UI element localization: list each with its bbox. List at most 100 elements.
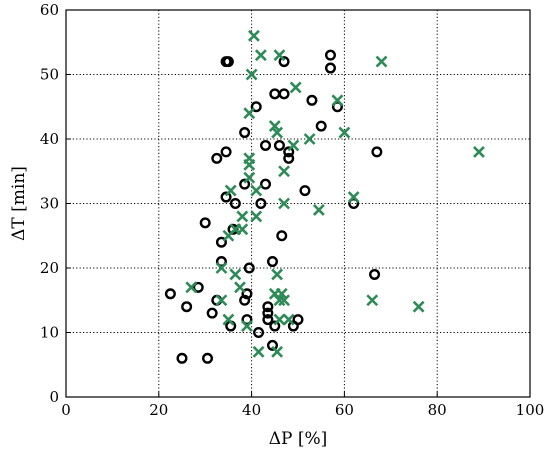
data-point-cross [245, 68, 258, 81]
data-point-circle [222, 56, 234, 68]
data-point-cross [243, 107, 256, 120]
data-point-cross [412, 300, 425, 313]
data-point-cross [271, 268, 284, 281]
data-point-circle [276, 230, 288, 242]
data-point-circle [278, 88, 290, 100]
data-point-circle [273, 139, 285, 151]
data-point-circle [371, 146, 383, 158]
data-point-circle [253, 327, 265, 339]
data-point-circle [239, 127, 251, 139]
data-point-circle [306, 94, 318, 106]
data-point-cross [252, 345, 265, 358]
data-point-cross [287, 139, 300, 152]
data-point-circle [202, 352, 214, 364]
data-point-cross [278, 165, 290, 178]
data-point-cross [243, 171, 256, 184]
data-point-cross [347, 191, 360, 203]
y-tick-label: 30 [40, 195, 59, 213]
grid [66, 10, 530, 397]
data-point-cross [278, 197, 290, 210]
data-point-cross [338, 126, 351, 139]
data-point-circle [260, 178, 272, 190]
x-tick-label: 40 [242, 401, 261, 419]
data-point-cross [241, 320, 253, 332]
data-point-cross [473, 145, 485, 158]
data-point-cross [366, 294, 379, 307]
data-point-cross [375, 55, 388, 68]
data-point-cross [273, 313, 286, 326]
data-point-circle [287, 320, 299, 332]
data-point-cross [215, 294, 228, 307]
data-point-circle [262, 301, 274, 313]
data-point-circle [266, 339, 278, 351]
data-point-circle [215, 236, 227, 248]
data-point-cross [243, 158, 256, 171]
data-point-circle [269, 320, 281, 332]
data-point-cross [215, 262, 228, 274]
data-point-circle [220, 191, 232, 203]
data-point-cross [222, 229, 235, 242]
data-point-cross [278, 294, 290, 307]
data-point-circle [176, 352, 188, 364]
y-tick-label: 50 [40, 66, 59, 84]
y-tick-label: 10 [40, 324, 59, 342]
data-point-cross [236, 210, 249, 223]
data-point-cross [275, 287, 288, 300]
data-point-cross [236, 223, 249, 236]
data-point-cross [250, 184, 263, 197]
x-tick-label: 100 [516, 401, 545, 419]
data-point-circle [241, 314, 253, 326]
x-tick-label: 0 [61, 401, 71, 419]
x-axis-title: ΔP [%] [269, 429, 328, 449]
data-point-circle [283, 152, 295, 164]
data-point-cross [289, 81, 302, 94]
data-point-circle [269, 88, 281, 100]
data-point-cross [303, 133, 316, 145]
data-point-circle [227, 223, 239, 235]
y-axis-title: ΔT [min] [9, 166, 29, 241]
axis-ticks: 0 20 40 60 80 100 0 10 20 30 40 50 60 [40, 1, 544, 419]
data-point-cross [224, 184, 237, 197]
data-point-circle [229, 197, 241, 209]
data-point-cross [331, 94, 344, 107]
data-point-circle [241, 288, 253, 300]
data-point-cross [282, 313, 295, 326]
data-point-circle [220, 146, 232, 158]
data-point-circle [192, 281, 204, 293]
data-point-circle [164, 288, 176, 300]
data-point-cross [234, 281, 246, 294]
data-point-circle [266, 256, 278, 268]
data-point-cross [254, 49, 267, 62]
data-point-circle [278, 56, 290, 68]
data-point-circle [348, 197, 360, 209]
data-point-circle [283, 146, 295, 158]
data-point-circle [262, 314, 274, 326]
y-tick-label: 0 [49, 388, 59, 406]
data-point-cross [250, 210, 263, 223]
data-point-circle [215, 256, 227, 268]
data-point-cross [268, 120, 281, 133]
data-points [164, 29, 485, 364]
y-tick-label: 40 [40, 130, 59, 148]
data-point-circle [315, 120, 327, 132]
series-circle [164, 49, 383, 364]
data-point-cross [271, 126, 284, 139]
data-point-circle [181, 301, 193, 313]
x-tick-label: 60 [335, 401, 354, 419]
data-point-circle [299, 185, 311, 197]
x-tick-label: 80 [428, 401, 447, 419]
data-point-circle [324, 62, 336, 74]
y-tick-label: 60 [40, 1, 59, 19]
data-point-circle [324, 49, 336, 61]
data-point-cross [271, 345, 284, 358]
data-point-cross [312, 204, 325, 216]
data-point-circle [239, 294, 251, 306]
data-point-circle [239, 178, 251, 190]
data-point-circle [369, 268, 381, 280]
series-x [185, 29, 485, 358]
data-point-cross [248, 29, 260, 42]
x-tick-label: 20 [149, 401, 168, 419]
data-point-circle [255, 197, 267, 209]
